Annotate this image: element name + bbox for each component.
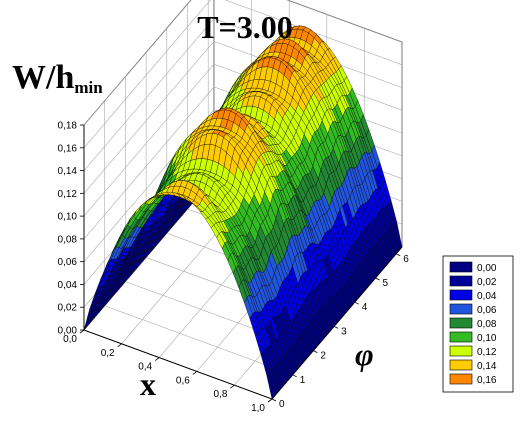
phi-tick-label: 0 [279, 399, 285, 410]
x-tick-mark [192, 371, 198, 375]
legend-label: 0,06 [477, 305, 497, 316]
phi-tick-label: 1 [300, 375, 306, 386]
phi-tick-label: 6 [403, 254, 409, 265]
legend-swatch [449, 303, 473, 315]
x-tick-label: 0,0 [63, 334, 77, 345]
legend-label: 0,10 [477, 333, 497, 344]
legend-swatch [449, 345, 473, 357]
phi-tick-mark [333, 326, 339, 329]
legend-label: 0,14 [477, 361, 497, 372]
legend-swatch [449, 373, 473, 385]
legend-label: 0,12 [477, 347, 497, 358]
z-tick-label: 0,18 [58, 121, 78, 132]
x-tick-mark [267, 398, 273, 403]
legend-label: 0,00 [477, 263, 497, 274]
x-tick-mark [230, 384, 235, 389]
legend-swatch [449, 275, 473, 287]
z-tick-label: 0,02 [58, 303, 78, 314]
z-axis-label-sub: min [74, 78, 103, 97]
phi-tick-label: 2 [320, 351, 326, 362]
phi-tick-mark [396, 253, 401, 257]
phi-tick-mark [313, 350, 318, 353]
phi-tick-mark [271, 398, 277, 402]
legend: 0,00 0,02 0,04 0,06 0,08 0,10 0,12 0,14 0,16 [442, 255, 514, 393]
legend-label: 0,04 [477, 291, 497, 302]
legend-swatch [449, 261, 473, 273]
x-tick-mark [154, 357, 160, 361]
x-tick-mark [79, 329, 85, 334]
z-tick-label: 0,00 [58, 326, 78, 337]
legend-swatch [449, 359, 473, 371]
phi-tick-mark [354, 301, 359, 305]
y-axis-label: φ [355, 336, 374, 372]
z-axis-label-main: W/h [12, 59, 74, 96]
legend-label: 0,02 [477, 277, 497, 288]
surface-layer [83, 25, 403, 400]
z-tick-label: 0,16 [58, 143, 78, 154]
legend-label: 0,16 [477, 375, 497, 386]
x-tick-label: 0,8 [213, 389, 227, 400]
z-tick-label: 0,04 [58, 280, 78, 291]
x-tick-mark [117, 343, 122, 348]
phi-tick-label: 3 [341, 326, 347, 337]
x-tick-label: 0,2 [101, 348, 115, 359]
z-tick-label: 0,10 [58, 212, 78, 223]
axis-layer: 0,000,020,040,060,080,100,120,140,160,18… [58, 121, 410, 415]
legend-swatch [449, 289, 473, 301]
x-axis-label: x [140, 366, 156, 402]
z-tick-label: 0,08 [58, 234, 78, 245]
phi-tick-mark [375, 277, 380, 281]
z-gridline [83, 0, 403, 126]
phi-tick-label: 4 [362, 302, 368, 313]
z-gridline [83, 0, 403, 148]
z-tick-label: 0,14 [58, 166, 78, 177]
legend-swatch [449, 317, 473, 329]
z-axis-label: W/hmin [12, 59, 103, 97]
z-tick-label: 0,12 [58, 189, 78, 200]
legend-label: 0,08 [477, 319, 497, 330]
x-tick-label: 0,4 [138, 362, 152, 373]
phi-tick-mark [292, 374, 297, 378]
z-tick-label: 0,06 [58, 257, 78, 268]
front-box-edges [83, 125, 403, 400]
chart-title: T=3.00 [197, 9, 293, 45]
phi-tick-label: 5 [383, 278, 389, 289]
x-tick-label: 0,6 [176, 375, 190, 386]
legend-swatch [449, 331, 473, 343]
x-tick-label: 1,0 [251, 403, 265, 414]
